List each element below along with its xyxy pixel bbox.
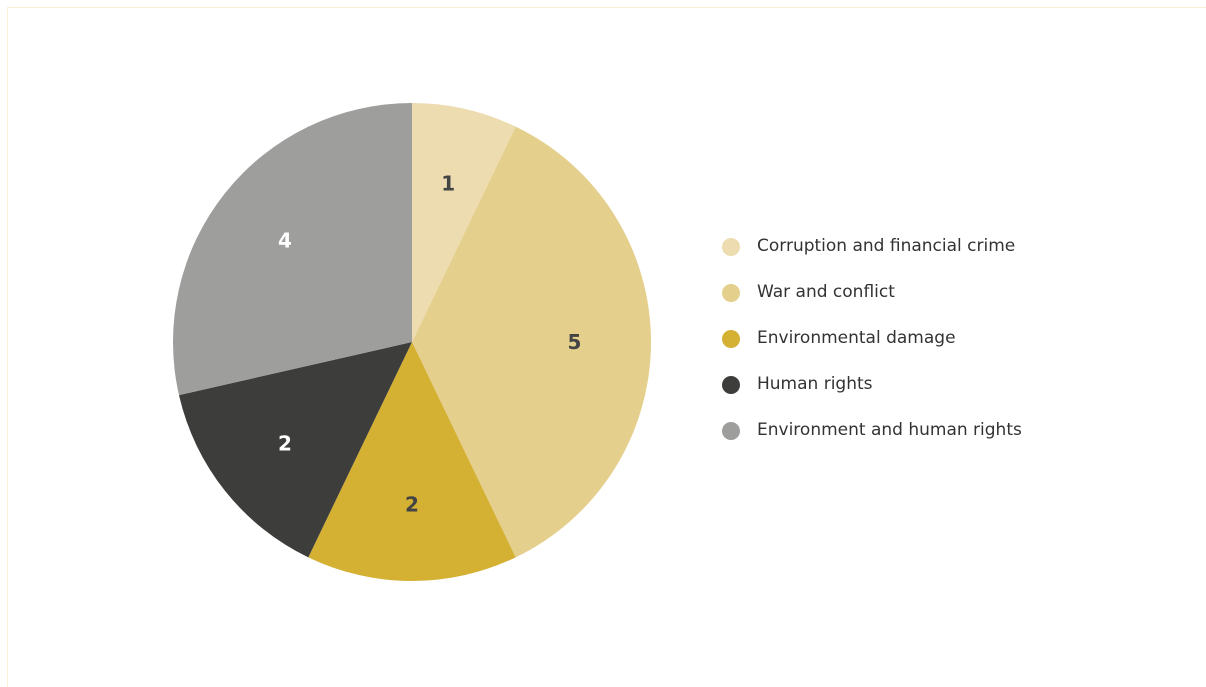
legend-swatch: [722, 284, 740, 302]
legend-swatch: [722, 422, 740, 440]
legend-label: Environment and human rights: [757, 420, 1022, 440]
legend-item-corruption-and-financial-crime: Corruption and financial crime: [722, 232, 1142, 278]
pie-slice-environment-and-human-rights: [173, 103, 412, 396]
legend-item-war-and-conflict: War and conflict: [722, 278, 1142, 324]
pie-slice-human-rights: [178, 342, 412, 558]
pie-slice-war-and-conflict: [412, 126, 651, 558]
pie-slice-labels: 1 5 2 2 4: [278, 172, 582, 517]
legend-swatch: [722, 238, 740, 256]
legend: Corruption and financial crime War and co…: [722, 232, 1142, 462]
legend-label: Corruption and financial crime: [757, 236, 1016, 256]
legend-label: Environmental damage: [757, 328, 956, 348]
legend-item-environment-and-human-rights: Environment and human rights: [722, 416, 1142, 462]
legend-swatch: [722, 376, 740, 394]
slice-value-label: 5: [568, 330, 582, 354]
chart-frame: [7, 7, 1206, 687]
slice-value-label: 2: [405, 493, 419, 517]
slice-value-label: 1: [441, 172, 455, 196]
legend-label: War and conflict: [757, 282, 895, 302]
slice-value-label: 2: [278, 431, 292, 455]
pie-slice-environmental-damage: [308, 342, 516, 581]
legend-item-human-rights: Human rights: [722, 370, 1142, 416]
slice-value-label: 4: [278, 229, 292, 253]
legend-label: Human rights: [757, 374, 873, 394]
legend-swatch: [722, 330, 740, 348]
pie-slice-corruption-and-financial-crime: [412, 103, 516, 342]
pie-slices: [173, 103, 651, 581]
legend-item-environmental-damage: Environmental damage: [722, 324, 1142, 370]
